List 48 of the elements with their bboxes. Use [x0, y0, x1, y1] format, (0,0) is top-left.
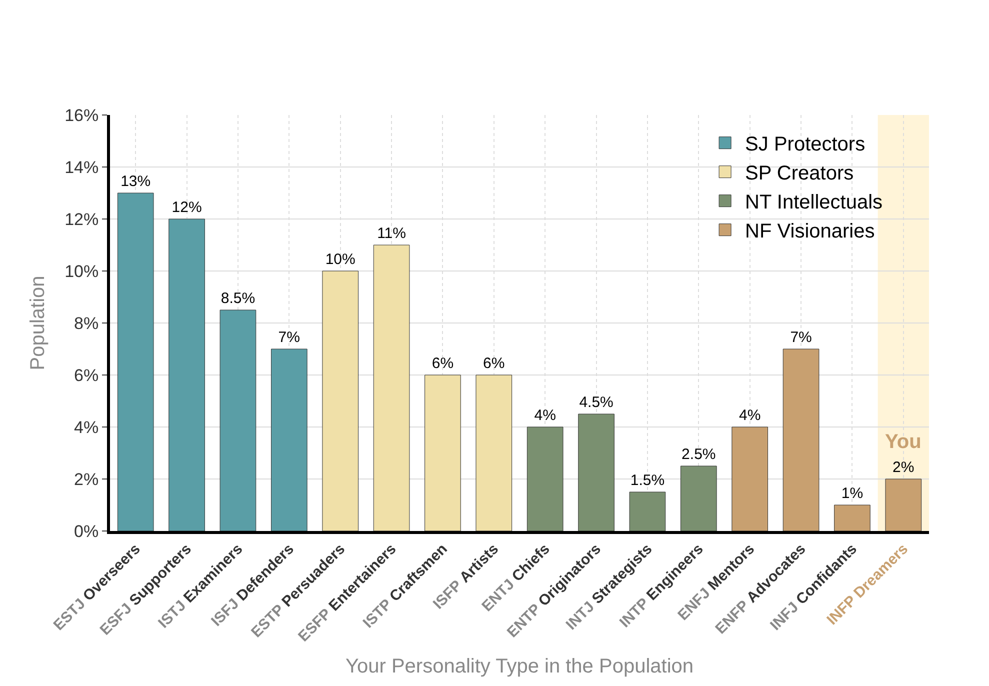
- x-axis-title: Your Personality Type in the Population: [345, 656, 694, 678]
- bar: [270, 348, 308, 531]
- bar: [732, 426, 768, 531]
- bar: [629, 492, 666, 531]
- data-label: 1.5%: [630, 472, 665, 489]
- data-label: 1%: [841, 485, 864, 502]
- bar: [680, 466, 717, 531]
- y-tick-label: 6%: [74, 366, 99, 385]
- bar: [424, 374, 461, 531]
- data-label: 6%: [483, 355, 505, 372]
- data-label: 10%: [325, 251, 356, 268]
- legend-label: SJ Protectors: [745, 134, 866, 156]
- bar: [834, 504, 870, 531]
- y-tick-label: 16%: [64, 106, 99, 125]
- data-label: 7%: [790, 329, 812, 346]
- bar: [117, 192, 154, 531]
- bar: [322, 270, 359, 531]
- y-tick-label: 14%: [64, 158, 99, 177]
- legend-label: NT Intellectuals: [745, 192, 883, 214]
- y-tick-label: 10%: [64, 262, 99, 281]
- y-axis-title: Population: [27, 276, 50, 370]
- bar: [476, 374, 512, 531]
- data-label: 4%: [534, 407, 556, 424]
- data-label: 4%: [739, 407, 761, 424]
- y-tick-label: 12%: [64, 210, 99, 229]
- data-label: 13%: [120, 173, 151, 190]
- data-label: 4.5%: [579, 394, 614, 411]
- bar: [885, 478, 922, 531]
- data-label: 12%: [172, 199, 202, 216]
- data-label: 11%: [377, 225, 406, 242]
- bar: [168, 218, 205, 531]
- bar: [782, 348, 820, 531]
- data-label: 2%: [892, 459, 914, 476]
- y-tick-label: 0%: [74, 522, 99, 541]
- legend-label: SP Creators: [745, 162, 854, 185]
- y-tick-label: 2%: [74, 470, 99, 489]
- data-label: 7%: [278, 329, 300, 346]
- data-label: 8.5%: [220, 290, 256, 307]
- bar: [526, 426, 564, 531]
- annotation: You: [885, 431, 922, 453]
- bar: [373, 244, 410, 531]
- bar: [220, 310, 256, 531]
- legend-label: NF Visionaries: [745, 220, 875, 243]
- bar: [578, 414, 614, 531]
- data-label: 2.5%: [682, 446, 716, 463]
- y-tick-label: 4%: [74, 418, 99, 437]
- y-tick-label: 8%: [74, 314, 99, 333]
- data-label: 6%: [432, 355, 454, 372]
